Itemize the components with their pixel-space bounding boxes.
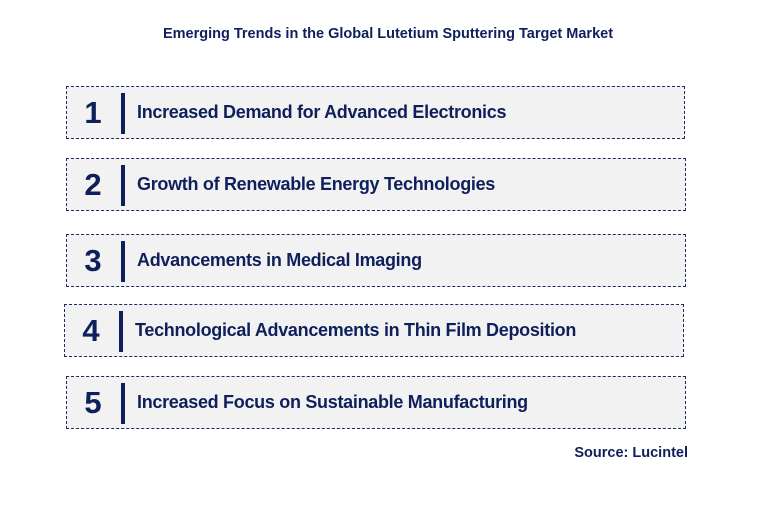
trend-label: Increased Demand for Advanced Electronic… <box>137 102 507 122</box>
trend-number: 4 <box>82 312 100 348</box>
trend-label: Increased Focus on Sustainable Manufactu… <box>137 392 528 412</box>
trend-number: 1 <box>84 94 102 130</box>
trend-item-5: 5 Increased Focus on Sustainable Manufac… <box>66 376 686 429</box>
trend-label: Technological Advancements in Thin Film … <box>135 320 577 340</box>
trend-number: 5 <box>84 384 102 420</box>
divider-bar <box>121 93 125 134</box>
source-attribution: Source: Lucintel <box>574 445 688 461</box>
divider-bar <box>121 241 125 282</box>
divider-bar <box>119 311 123 352</box>
trend-item-3: 3 Advancements in Medical Imaging <box>66 234 686 287</box>
trend-label: Growth of Renewable Energy Technologies <box>137 174 496 194</box>
trend-number: 2 <box>84 166 102 202</box>
trend-label: Advancements in Medical Imaging <box>137 250 422 270</box>
trend-number: 3 <box>84 242 102 278</box>
trend-item-4: 4 Technological Advancements in Thin Fil… <box>64 304 684 357</box>
diagram-title: Emerging Trends in the Global Lutetium S… <box>162 26 614 42</box>
divider-bar <box>121 383 125 424</box>
trend-item-2: 2 Growth of Renewable Energy Technologie… <box>66 158 686 211</box>
trend-item-1: 1 Increased Demand for Advanced Electron… <box>66 86 685 139</box>
divider-bar <box>121 165 125 206</box>
